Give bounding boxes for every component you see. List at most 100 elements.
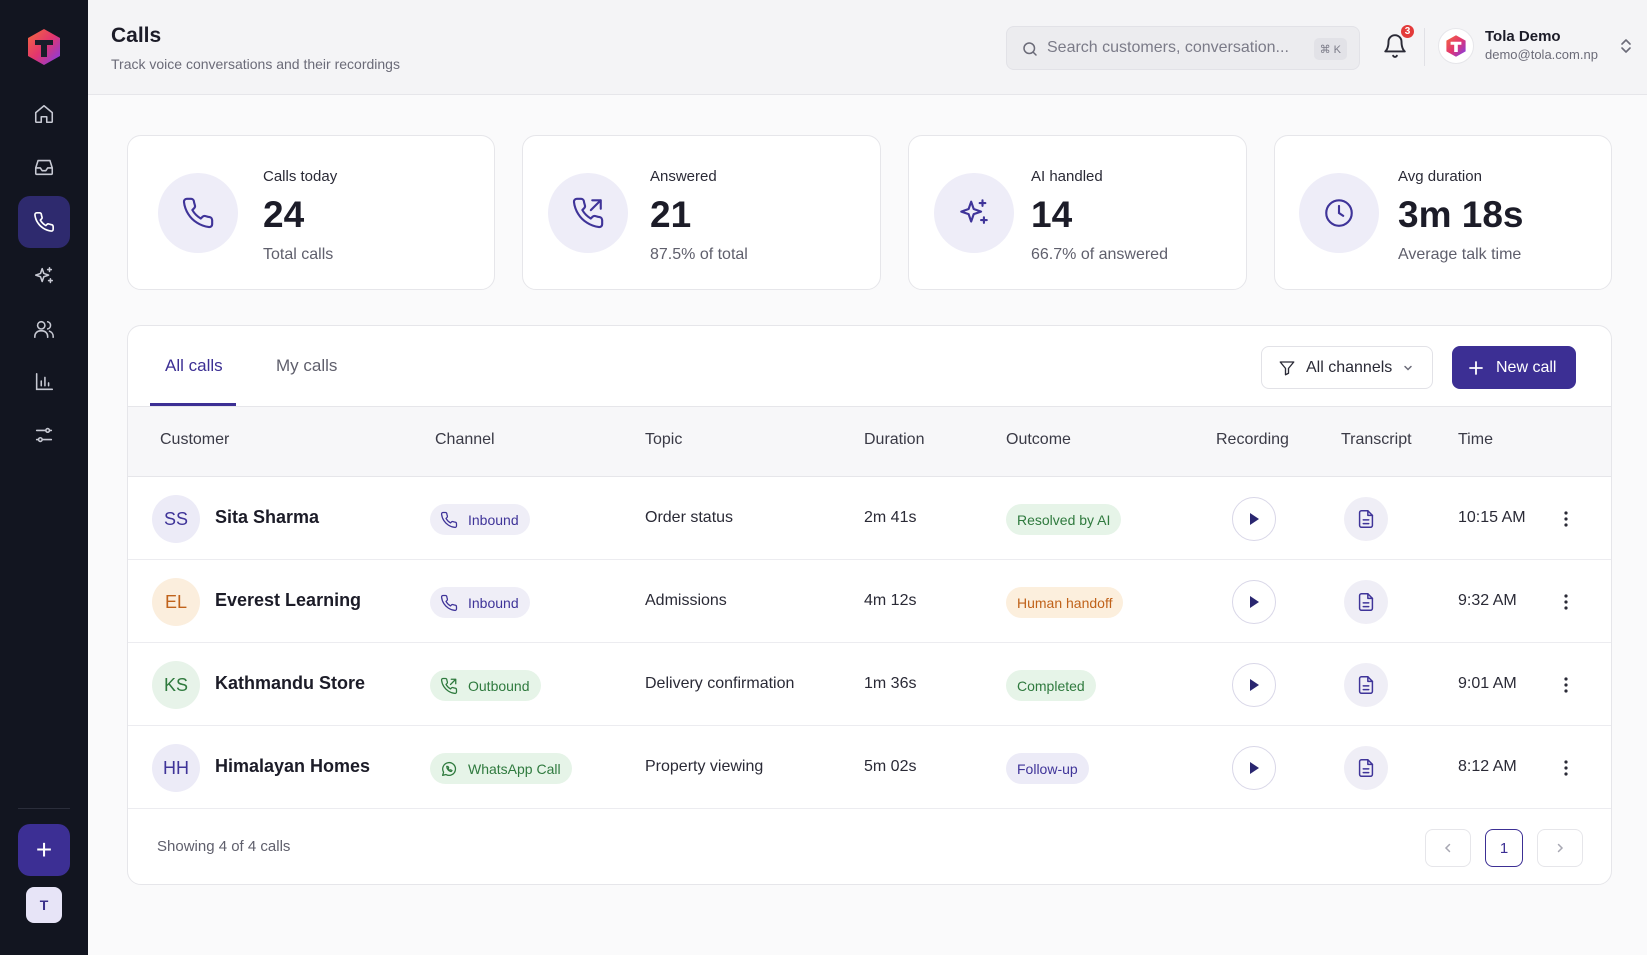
customer-name[interactable]: Himalayan Homes — [215, 756, 371, 776]
search-shortcut: ⌘ K — [1313, 38, 1347, 60]
phone-outgoing-icon — [572, 197, 604, 229]
column-header-time[interactable]: Time — [1458, 431, 1493, 448]
topic-cell: Order status — [645, 509, 734, 526]
table-row[interactable]: HH Himalayan Homes WhatsApp Call Propert… — [128, 726, 1611, 809]
sidebar-item-settings[interactable] — [18, 409, 70, 461]
sidebar-item-home[interactable] — [18, 88, 70, 140]
active-tab-indicator — [150, 403, 236, 406]
column-header-customer[interactable]: Customer — [160, 431, 230, 448]
view-transcript-button[interactable] — [1344, 663, 1388, 707]
search-input[interactable]: Search customers, conversation... ⌘ K — [1006, 26, 1360, 70]
chevron-right-icon — [1557, 843, 1564, 853]
play-icon — [1250, 679, 1259, 691]
sidebar-item-ai[interactable] — [18, 250, 70, 302]
phone-incoming-icon — [440, 594, 458, 611]
stat-value: 14 — [1031, 194, 1073, 235]
next-page-button[interactable] — [1537, 829, 1583, 867]
outcome-badge: Follow-up — [1006, 753, 1089, 784]
chevron-updown-icon[interactable] — [1618, 36, 1634, 56]
play-recording-button[interactable] — [1232, 746, 1276, 790]
table-header: Customer Channel Topic Duration Outcome … — [128, 407, 1611, 477]
stat-label: Avg duration — [1398, 168, 1482, 185]
stat-icon-wrap — [158, 173, 238, 253]
customer-name[interactable]: Kathmandu Store — [215, 673, 366, 693]
play-recording-button[interactable] — [1232, 497, 1276, 541]
table-row[interactable]: KS Kathmandu Store Outbound Delivery con… — [128, 643, 1611, 726]
calls-panel: All calls My calls All channels New call… — [127, 325, 1612, 885]
user-name[interactable]: Tola Demo — [1485, 28, 1561, 45]
stat-sub: 66.7% of answered — [1031, 246, 1168, 263]
bell-icon[interactable] — [1382, 33, 1408, 59]
column-header-channel[interactable]: Channel — [435, 431, 495, 448]
stat-card-calls-today: Calls today 24 Total calls — [127, 135, 495, 290]
home-icon — [34, 104, 54, 124]
table-row[interactable]: SS Sita Sharma Inbound Order status 2m 4… — [128, 477, 1611, 560]
channel-badge: WhatsApp Call — [430, 753, 572, 784]
page-number-button[interactable]: 1 — [1485, 829, 1523, 867]
stat-label: AI handled — [1031, 168, 1103, 185]
document-icon — [1358, 510, 1374, 528]
column-header-topic[interactable]: Topic — [645, 431, 683, 448]
channel-filter-label: All channels — [1306, 358, 1393, 376]
channel-filter-dropdown[interactable]: All channels — [1261, 346, 1433, 389]
search-icon — [1023, 42, 1037, 56]
stat-label: Calls today — [263, 168, 338, 185]
sidebar-add-button[interactable]: + — [18, 824, 70, 876]
page-header: Calls Track voice conversations and thei… — [88, 0, 1647, 95]
stat-sub: Average talk time — [1398, 246, 1522, 263]
workspace-avatar[interactable]: T — [26, 887, 62, 923]
sidebar-item-analytics[interactable] — [18, 356, 70, 408]
table-row[interactable]: EL Everest Learning Inbound Admissions 4… — [128, 560, 1611, 643]
stat-label: Answered — [650, 168, 717, 185]
play-icon — [1250, 762, 1259, 774]
column-header-duration[interactable]: Duration — [864, 431, 925, 448]
row-more-button[interactable] — [1556, 671, 1576, 699]
toolbar-divider — [128, 406, 1611, 407]
customer-name[interactable]: Everest Learning — [215, 590, 362, 610]
row-more-button[interactable] — [1556, 505, 1576, 533]
users-icon — [34, 320, 54, 339]
stat-icon-wrap — [548, 173, 628, 253]
results-count: Showing 4 of 4 calls — [157, 838, 291, 855]
whatsapp-icon — [441, 761, 457, 776]
stat-value: 24 — [263, 194, 305, 235]
tab-my-calls[interactable]: My calls — [276, 356, 338, 375]
channel-label: Inbound — [468, 511, 519, 528]
filter-icon — [1279, 360, 1295, 375]
stat-sub: 87.5% of total — [650, 246, 748, 263]
customer-name[interactable]: Sita Sharma — [215, 507, 320, 527]
tab-all-calls[interactable]: All calls — [165, 356, 223, 375]
sidebar: + T — [0, 0, 88, 955]
column-header-transcript[interactable]: Transcript — [1341, 431, 1412, 448]
page-subtitle: Track voice conversations and their reco… — [111, 56, 400, 72]
customer-avatar: HH — [152, 744, 200, 792]
duration-cell: 5m 02s — [864, 758, 917, 775]
new-call-button[interactable]: New call — [1452, 346, 1576, 389]
channel-badge: Outbound — [430, 670, 541, 701]
play-recording-button[interactable] — [1232, 663, 1276, 707]
column-header-outcome[interactable]: Outcome — [1006, 431, 1071, 448]
duration-cell: 2m 41s — [864, 509, 917, 526]
row-more-button[interactable] — [1556, 588, 1576, 616]
play-recording-button[interactable] — [1232, 580, 1276, 624]
sliders-icon — [35, 427, 53, 443]
view-transcript-button[interactable] — [1344, 580, 1388, 624]
stat-card-ai-handled: AI handled 14 66.7% of answered — [908, 135, 1247, 290]
bar-chart-icon — [35, 372, 54, 391]
more-vertical-icon — [1564, 594, 1568, 610]
sidebar-item-calls[interactable] — [18, 196, 70, 248]
topic-cell: Admissions — [645, 592, 727, 609]
clock-icon — [1325, 199, 1353, 227]
customer-avatar: SS — [152, 495, 200, 543]
sidebar-item-contacts[interactable] — [18, 303, 70, 355]
tola-logo[interactable] — [24, 27, 64, 67]
topic-cell: Property viewing — [645, 758, 764, 775]
column-header-recording[interactable]: Recording — [1216, 431, 1289, 448]
sidebar-item-inbox[interactable] — [18, 141, 70, 193]
stat-icon-wrap — [934, 173, 1014, 253]
user-avatar[interactable] — [1438, 28, 1474, 64]
row-more-button[interactable] — [1556, 754, 1576, 782]
view-transcript-button[interactable] — [1344, 746, 1388, 790]
prev-page-button[interactable] — [1425, 829, 1471, 867]
view-transcript-button[interactable] — [1344, 497, 1388, 541]
